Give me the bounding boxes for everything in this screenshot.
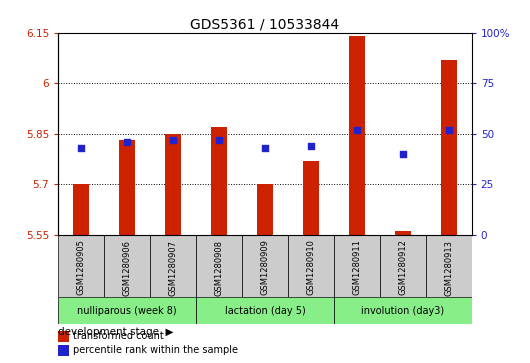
Text: GSM1280908: GSM1280908 [215, 240, 224, 295]
Point [215, 137, 223, 143]
Bar [288, 234, 334, 297]
Text: GSM1280906: GSM1280906 [123, 240, 131, 295]
Bar [441, 60, 457, 234]
Bar [334, 234, 380, 297]
Bar [303, 160, 319, 234]
Bar [380, 234, 426, 297]
Point [123, 139, 131, 144]
Bar [242, 234, 288, 297]
Bar [334, 297, 472, 324]
Bar [211, 127, 227, 234]
Text: GSM1280910: GSM1280910 [306, 240, 315, 295]
Bar [196, 297, 334, 324]
Title: GDS5361 / 10533844: GDS5361 / 10533844 [190, 17, 340, 32]
Text: GSM1280905: GSM1280905 [77, 240, 86, 295]
Text: involution (day3): involution (day3) [361, 306, 444, 316]
Text: GSM1280909: GSM1280909 [261, 240, 269, 295]
Point [399, 151, 407, 157]
Point [169, 137, 178, 143]
Point [307, 143, 315, 149]
Point [445, 127, 453, 132]
Text: lactation (day 5): lactation (day 5) [225, 306, 305, 316]
Bar [73, 184, 89, 234]
Bar [104, 234, 150, 297]
Bar [165, 134, 181, 234]
Bar [349, 36, 365, 234]
Point [352, 127, 361, 132]
Text: GSM1280913: GSM1280913 [444, 240, 453, 295]
Bar [58, 345, 68, 356]
Bar [257, 184, 273, 234]
Text: development stage  ▶: development stage ▶ [58, 327, 174, 337]
Point [261, 145, 269, 151]
Text: transformed count: transformed count [73, 331, 164, 341]
Bar [58, 297, 196, 324]
Text: GSM1280911: GSM1280911 [352, 240, 361, 295]
Bar [150, 234, 196, 297]
Bar [395, 231, 411, 234]
Bar [426, 234, 472, 297]
Bar [58, 331, 68, 342]
Text: percentile rank within the sample: percentile rank within the sample [73, 346, 238, 355]
Bar [119, 140, 135, 234]
Text: nulliparous (week 8): nulliparous (week 8) [77, 306, 177, 316]
Bar [196, 234, 242, 297]
Text: GSM1280907: GSM1280907 [169, 240, 178, 295]
Point [77, 145, 85, 151]
Bar [58, 234, 104, 297]
Text: GSM1280912: GSM1280912 [399, 240, 407, 295]
